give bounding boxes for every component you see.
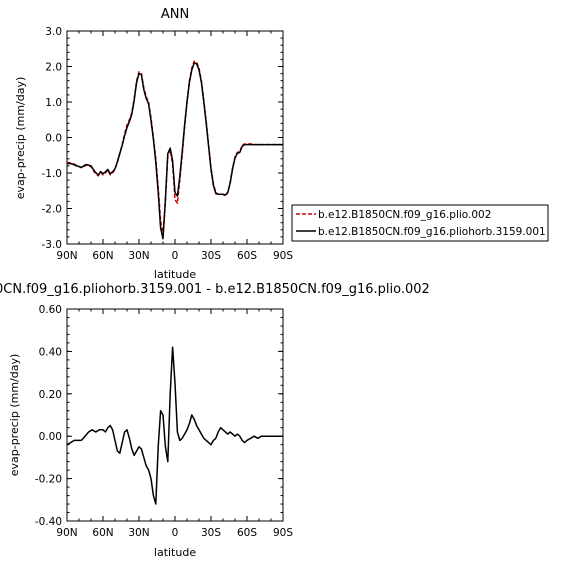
- top-series-line-2: [66, 62, 283, 240]
- top-series-line-1: [66, 60, 283, 236]
- top-y-tick-label: -2.0: [42, 204, 63, 216]
- bottom-x-tick-label: 60N: [92, 527, 113, 539]
- top-y-tick-label: 2.0: [45, 62, 62, 74]
- bottom-y-tick-label: 0.00: [39, 431, 62, 443]
- bottom-x-tick-label: 30S: [201, 527, 221, 539]
- bottom-x-tick-label: 0: [172, 527, 179, 539]
- legend: b.e12.B1850CN.f09_g16.plio.002 b.e12.B18…: [291, 204, 549, 242]
- legend-box: [291, 204, 549, 242]
- bottom-y-tick-label: 0.60: [39, 304, 62, 316]
- top-x-tick-label: 60S: [237, 250, 257, 262]
- bottom-y-tick-label: 0.20: [39, 389, 62, 401]
- top-x-tick-label: 30N: [128, 250, 149, 262]
- bottom-y-tick-label: 0.40: [39, 346, 62, 358]
- top-x-tick-label: 30S: [201, 250, 221, 262]
- bottom-x-axis-label: latitude: [154, 546, 196, 559]
- top-y-tick-label: 1.0: [45, 97, 62, 109]
- top-y-tick-label: -1.0: [42, 168, 63, 180]
- top-x-tick-label: 90S: [273, 250, 293, 262]
- top-x-axis-label: latitude: [154, 268, 196, 281]
- bottom-chart-title: b.e12.B1850CN.f09_g16.pliohorb.3159.001 …: [0, 282, 430, 297]
- top-y-axis-label: evap-precip (mm/day): [14, 77, 27, 200]
- bottom-y-tick-label: -0.20: [35, 474, 62, 486]
- bottom-y-axis-label: evap-precip (mm/day): [8, 354, 21, 477]
- legend-label-series-1: b.e12.B1850CN.f09_g16.plio.002: [318, 209, 491, 221]
- bottom-panel: b.e12.B1850CN.f09_g16.pliohorb.3159.001 …: [0, 282, 430, 559]
- top-plot-frame: [66, 30, 284, 245]
- top-x-tick-label: 60N: [92, 250, 113, 262]
- bottom-plot-frame: [66, 308, 284, 522]
- top-chart-title: ANN: [161, 7, 189, 22]
- legend-label-series-2: b.e12.B1850CN.f09_g16.pliohorb.3159.001: [318, 226, 546, 238]
- bottom-series-line-1: [66, 346, 283, 505]
- top-y-tick-label: 3.0: [45, 26, 62, 38]
- bottom-y-tick-label: -0.40: [35, 516, 62, 528]
- top-y-tick-label: 0.0: [45, 133, 62, 145]
- top-x-tick-label: 0: [172, 250, 179, 262]
- top-y-tick-label: -3.0: [42, 239, 63, 251]
- bottom-x-tick-label: 90S: [273, 527, 293, 539]
- bottom-x-tick-label: 30N: [128, 527, 149, 539]
- bottom-x-tick-label: 90N: [56, 527, 77, 539]
- top-x-tick-label: 90N: [56, 250, 77, 262]
- bottom-x-tick-label: 60S: [237, 527, 257, 539]
